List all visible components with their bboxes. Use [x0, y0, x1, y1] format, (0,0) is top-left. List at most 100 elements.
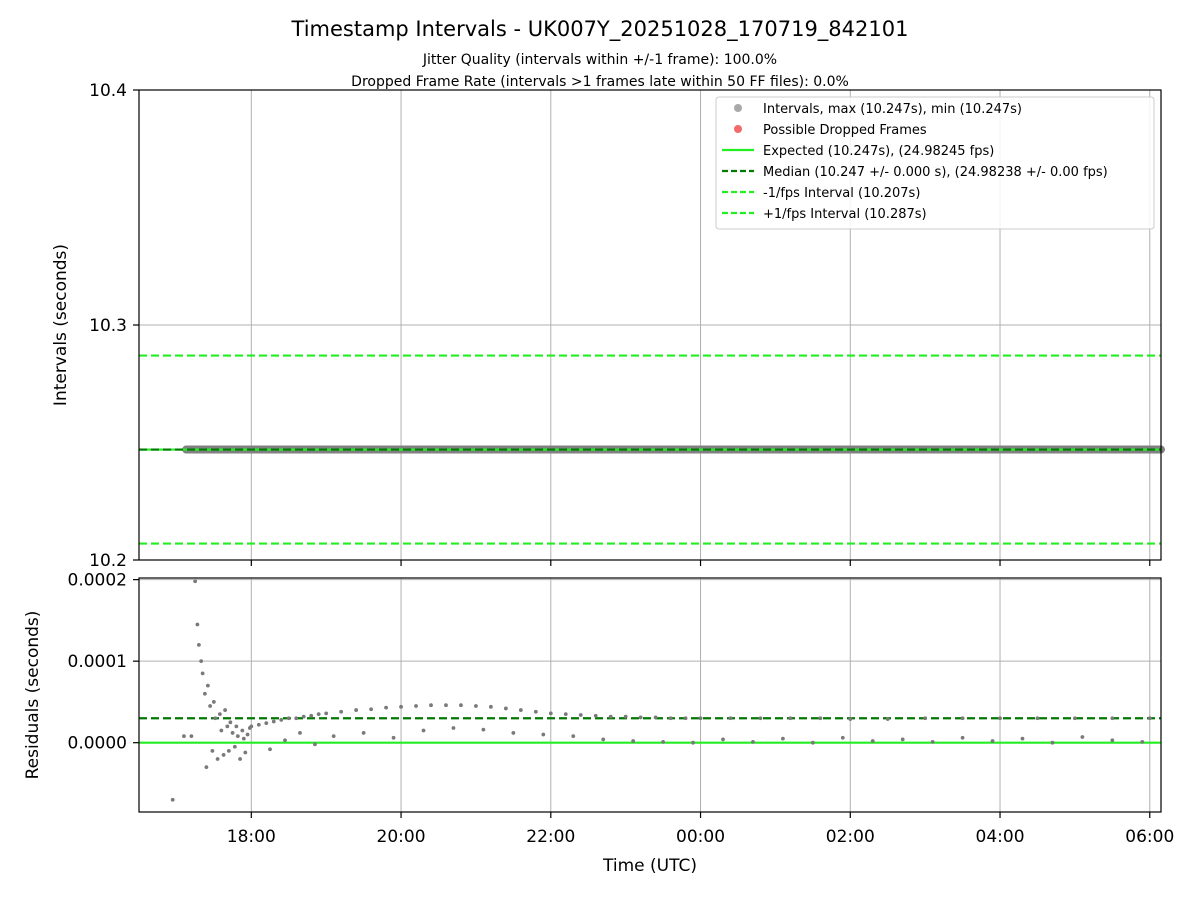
residual-point	[668, 716, 673, 721]
residual-point	[196, 642, 201, 647]
legend-box	[715, 96, 1155, 230]
residuals-plot-frame	[138, 577, 1162, 813]
residual-point	[698, 716, 703, 721]
residual-point	[751, 739, 755, 744]
residual-point	[170, 797, 175, 802]
residuals-x-tick-label: 04:00	[976, 827, 1025, 847]
residual-point	[421, 728, 426, 733]
residual-point	[578, 713, 583, 717]
residuals-y-tick-label: 0.0000	[68, 734, 127, 754]
residuals-y-label: Residuals (seconds)	[23, 611, 43, 780]
residual-point	[1072, 716, 1077, 721]
residual-point	[354, 708, 359, 712]
residual-point	[429, 703, 433, 708]
intervals-x-axis	[250, 560, 1151, 566]
residual-point	[301, 714, 306, 719]
residual-point	[199, 659, 204, 664]
intervals-reference-lines	[139, 354, 1161, 545]
residual-point	[930, 739, 935, 744]
residual-point	[195, 622, 200, 627]
legend-entry-label: Intervals, max (10.247s), min (10.247s)	[763, 102, 1022, 117]
residuals-x-tick-label: 00:00	[676, 827, 725, 847]
residual-point	[623, 714, 628, 719]
chart-title: Timestamp Intervals - UK007Y_20251028_17…	[291, 17, 909, 42]
residual-point	[219, 728, 224, 733]
residual-point	[474, 704, 478, 708]
residual-point	[208, 704, 213, 708]
residual-point	[230, 731, 235, 735]
legend-marker-dot	[734, 104, 742, 112]
residual-point	[331, 734, 336, 739]
intervals-y-tick-label: 10.2	[89, 551, 127, 571]
residual-point	[1147, 716, 1152, 721]
residual-point	[189, 734, 194, 739]
residual-point	[870, 739, 875, 743]
residual-point	[226, 748, 231, 753]
residuals-y-tick-label: 0.0002	[68, 571, 127, 591]
residual-point	[384, 705, 388, 710]
residual-point	[211, 700, 216, 704]
residuals-x-tick-label: 18:00	[227, 827, 276, 847]
residual-point	[256, 722, 261, 727]
intervals-y-tick-label: 10.4	[89, 81, 127, 101]
residual-point	[990, 739, 995, 743]
residual-point	[339, 709, 344, 714]
residual-point	[414, 704, 418, 708]
legend-entry-label: Possible Dropped Frames	[763, 123, 927, 138]
residual-point	[563, 712, 568, 717]
residual-point	[200, 671, 205, 676]
legend-entry-label: Expected (10.247s), (24.98245 fps)	[763, 144, 994, 159]
residuals-y-tick-label: 0.0001	[68, 652, 127, 672]
residual-point	[444, 703, 448, 708]
residual-point	[631, 739, 636, 743]
residual-point	[481, 727, 486, 732]
residual-point	[848, 717, 853, 721]
residual-point	[1110, 738, 1115, 743]
residual-point	[268, 747, 272, 752]
residuals-data	[170, 579, 1152, 802]
legend-entry-label: Median (10.247 +/- 0.000 s), (24.98238 +…	[763, 165, 1108, 180]
residual-point	[324, 711, 329, 716]
residual-point	[638, 715, 643, 720]
residual-point	[780, 736, 785, 741]
residual-point	[399, 704, 403, 709]
residual-point	[998, 716, 1002, 721]
residual-point	[459, 703, 463, 708]
residuals-x-tick-label: 22:00	[526, 827, 575, 847]
residual-point	[488, 704, 493, 709]
residual-point	[283, 738, 287, 743]
residual-point	[205, 683, 210, 688]
residual-point	[271, 719, 276, 724]
residual-point	[279, 717, 284, 722]
residual-point	[548, 711, 553, 716]
residual-point	[885, 717, 890, 721]
residual-point	[286, 716, 291, 721]
residual-point	[691, 740, 695, 745]
legend-marker-dot	[734, 125, 742, 133]
residuals-x-tick-label: 02:00	[826, 827, 875, 847]
residual-point	[235, 734, 240, 739]
residual-point	[1020, 736, 1025, 741]
residual-point	[391, 735, 396, 740]
residual-point	[1110, 716, 1115, 721]
chart-subtitle-dropped: Dropped Frame Rate (intervals >1 frames …	[351, 74, 849, 90]
residual-point	[661, 739, 666, 744]
residual-point	[653, 715, 658, 720]
residuals-x-tick-label: 06:00	[1125, 827, 1174, 847]
residual-point	[503, 706, 508, 711]
residual-point	[204, 765, 209, 770]
residual-point	[788, 716, 793, 721]
residual-point	[593, 713, 598, 718]
residual-point	[683, 716, 688, 721]
residual-point	[241, 736, 246, 741]
residual-point	[721, 737, 725, 742]
residual-point	[182, 734, 186, 739]
residual-point	[313, 742, 317, 747]
residual-point	[758, 716, 763, 721]
residual-point	[361, 731, 366, 735]
residual-point	[533, 709, 538, 714]
residual-point	[810, 740, 815, 745]
residual-point	[840, 735, 845, 740]
residual-point	[1080, 735, 1085, 739]
residual-point	[316, 712, 321, 717]
